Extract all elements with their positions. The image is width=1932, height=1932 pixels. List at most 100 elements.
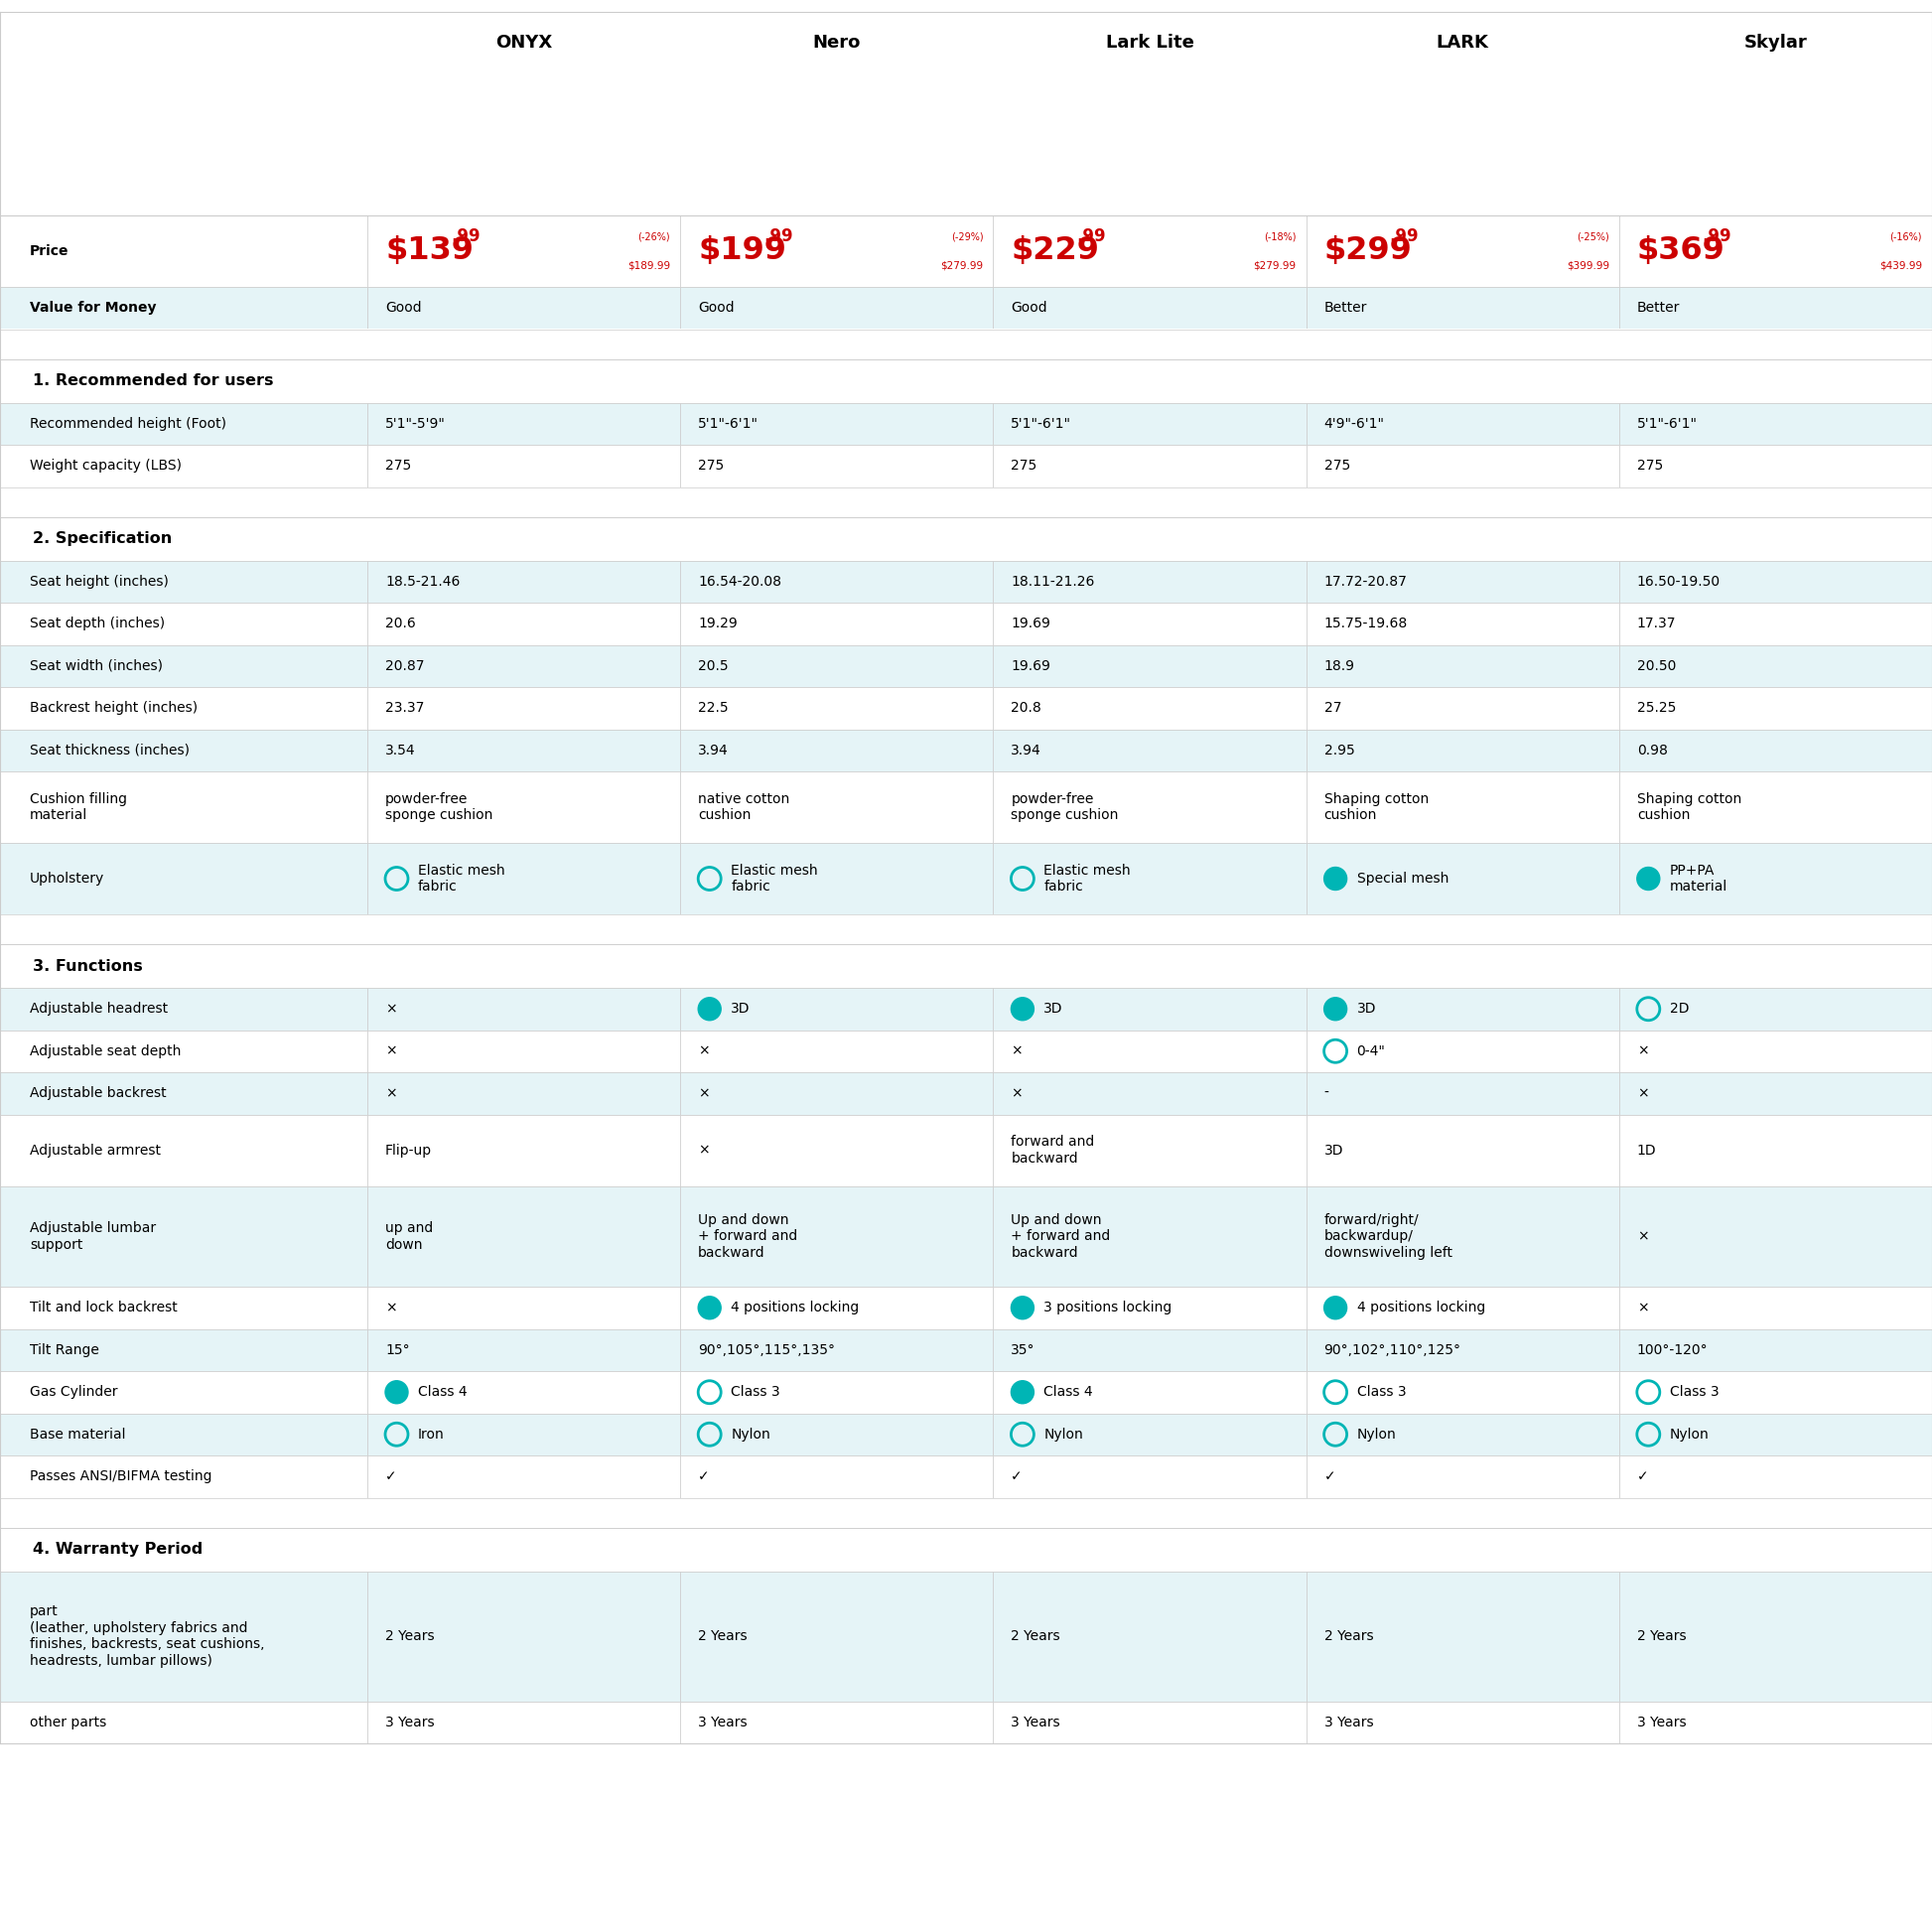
- Text: .99: .99: [450, 228, 479, 245]
- Text: 4 positions locking: 4 positions locking: [730, 1300, 860, 1314]
- Text: Passes ANSI/BIFMA testing: Passes ANSI/BIFMA testing: [29, 1470, 213, 1484]
- Bar: [1619, 1702, 1932, 1743]
- Text: 16.54-20.08: 16.54-20.08: [697, 574, 782, 589]
- Text: Shaping cotton
cushion: Shaping cotton cushion: [1323, 792, 1428, 823]
- Bar: [0, 842, 367, 914]
- Circle shape: [1010, 1296, 1034, 1320]
- Bar: [1306, 645, 1619, 688]
- Text: 25.25: 25.25: [1636, 701, 1677, 715]
- Bar: [680, 645, 993, 688]
- Bar: [0, 328, 1932, 359]
- Bar: [680, 444, 993, 487]
- Text: LARK: LARK: [1435, 33, 1490, 52]
- Bar: [993, 688, 1306, 728]
- Text: Adjustable backrest: Adjustable backrest: [29, 1086, 166, 1101]
- Bar: [0, 402, 367, 444]
- Text: up and
down: up and down: [384, 1221, 433, 1252]
- Bar: [993, 987, 1306, 1030]
- Text: 20.87: 20.87: [384, 659, 425, 672]
- Text: 0-4": 0-4": [1356, 1043, 1385, 1059]
- Text: 3 Years: 3 Years: [697, 1716, 748, 1729]
- Text: $279.99: $279.99: [941, 261, 983, 270]
- Text: 3 Years: 3 Years: [384, 1716, 435, 1729]
- Bar: [367, 1072, 680, 1115]
- Bar: [993, 1115, 1306, 1186]
- Bar: [680, 1455, 993, 1497]
- Text: Weight capacity (LBS): Weight capacity (LBS): [29, 460, 182, 473]
- Bar: [1619, 1115, 1932, 1186]
- Bar: [680, 987, 993, 1030]
- Text: 18.5-21.46: 18.5-21.46: [384, 574, 460, 589]
- Bar: [367, 603, 680, 645]
- Bar: [680, 402, 993, 444]
- Text: Seat depth (inches): Seat depth (inches): [29, 616, 164, 630]
- Circle shape: [697, 997, 721, 1020]
- Bar: [367, 402, 680, 444]
- Bar: [680, 1702, 993, 1743]
- Bar: [1306, 1455, 1619, 1497]
- Text: $139: $139: [384, 236, 473, 267]
- Bar: [680, 842, 993, 914]
- Text: 3.94: 3.94: [697, 744, 728, 757]
- Text: .99: .99: [1076, 228, 1105, 245]
- Bar: [993, 1030, 1306, 1072]
- Bar: [1619, 603, 1932, 645]
- Bar: [367, 1571, 680, 1702]
- Text: ×: ×: [1010, 1086, 1022, 1101]
- Circle shape: [697, 1296, 721, 1320]
- Text: $399.99: $399.99: [1567, 261, 1609, 270]
- Text: Recommended height (Foot): Recommended height (Foot): [29, 417, 226, 431]
- Bar: [0, 516, 1932, 560]
- Bar: [367, 728, 680, 771]
- Bar: [367, 771, 680, 842]
- Text: Up and down
+ forward and
backward: Up and down + forward and backward: [1010, 1213, 1111, 1260]
- Text: forward and
backward: forward and backward: [1010, 1134, 1095, 1165]
- Text: Good: Good: [384, 301, 421, 315]
- Text: Upholstery: Upholstery: [29, 871, 104, 885]
- Text: 19.29: 19.29: [697, 616, 738, 630]
- Bar: [1306, 1072, 1619, 1115]
- Bar: [1619, 1030, 1932, 1072]
- Bar: [993, 1702, 1306, 1743]
- Text: 2 Years: 2 Years: [1323, 1629, 1374, 1642]
- Bar: [367, 1287, 680, 1329]
- Bar: [1619, 645, 1932, 688]
- Text: 275: 275: [1323, 460, 1350, 473]
- Text: Gas Cylinder: Gas Cylinder: [29, 1385, 118, 1399]
- Bar: [680, 688, 993, 728]
- Bar: [993, 1455, 1306, 1497]
- Text: 18.11-21.26: 18.11-21.26: [1010, 574, 1095, 589]
- Bar: [680, 1287, 993, 1329]
- Text: Adjustable seat depth: Adjustable seat depth: [29, 1043, 182, 1059]
- Text: Tilt Range: Tilt Range: [29, 1343, 99, 1356]
- Bar: [680, 771, 993, 842]
- Text: 2D: 2D: [1669, 1003, 1689, 1016]
- Text: 3D: 3D: [730, 1003, 750, 1016]
- Bar: [1306, 1414, 1619, 1455]
- Bar: [0, 1287, 367, 1329]
- Circle shape: [1323, 1296, 1347, 1320]
- Bar: [1306, 842, 1619, 914]
- Text: $229: $229: [1010, 236, 1099, 267]
- Text: Base material: Base material: [29, 1428, 126, 1441]
- Bar: [1306, 1115, 1619, 1186]
- Text: 18.9: 18.9: [1323, 659, 1354, 672]
- Bar: [0, 688, 367, 728]
- Bar: [367, 645, 680, 688]
- Bar: [993, 728, 1306, 771]
- Bar: [0, 359, 1932, 402]
- Text: 3 Years: 3 Years: [1636, 1716, 1687, 1729]
- Text: 22.5: 22.5: [697, 701, 728, 715]
- Bar: [0, 1497, 1932, 1528]
- Bar: [993, 402, 1306, 444]
- Bar: [1306, 1030, 1619, 1072]
- Text: Good: Good: [697, 301, 734, 315]
- Text: Nylon: Nylon: [1669, 1428, 1710, 1441]
- Text: 23.37: 23.37: [384, 701, 425, 715]
- Bar: [993, 1571, 1306, 1702]
- Text: PP+PA
material: PP+PA material: [1669, 864, 1727, 895]
- Text: Flip-up: Flip-up: [384, 1144, 433, 1157]
- Bar: [367, 1030, 680, 1072]
- Bar: [680, 560, 993, 603]
- Text: Adjustable headrest: Adjustable headrest: [29, 1003, 168, 1016]
